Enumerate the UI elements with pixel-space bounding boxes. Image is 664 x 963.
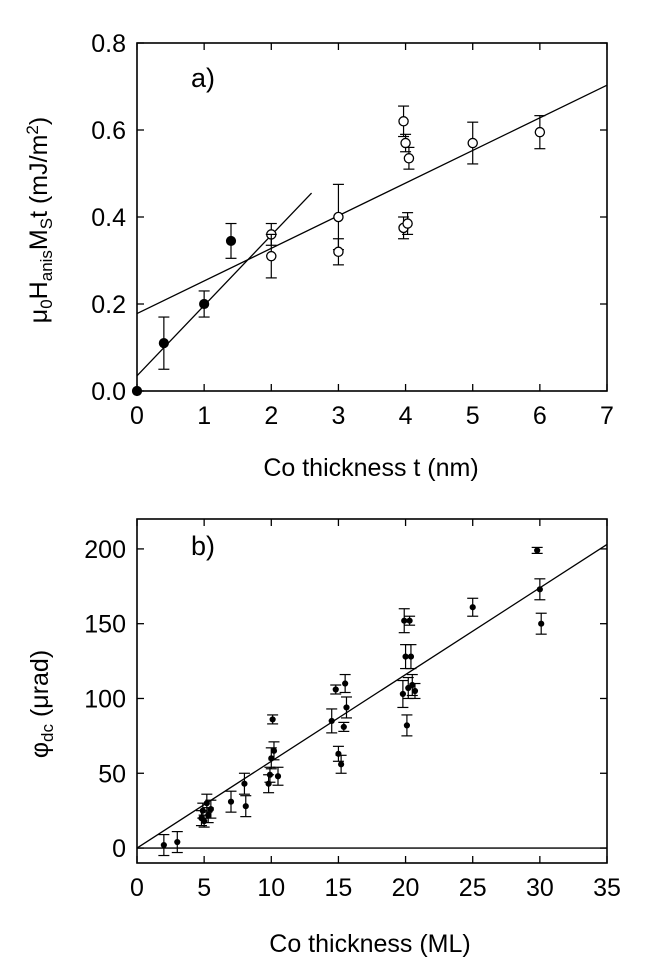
- y-axis-label-part: 0: [37, 299, 56, 308]
- linear-fit: [136, 543, 608, 849]
- data-point-open: [534, 126, 546, 138]
- data-point-open: [467, 137, 478, 149]
- x-tick-label: 20: [392, 874, 420, 902]
- x-tick-label: 5: [197, 874, 211, 902]
- x-tick-label: 30: [526, 874, 554, 902]
- panel-label-b: b): [191, 531, 215, 561]
- x-tick-label: 4: [399, 402, 413, 430]
- y-tick-label: 0.6: [91, 117, 126, 145]
- data-point-data: [205, 812, 212, 819]
- data-point-data: [274, 773, 282, 780]
- y-axis-label-part: μ: [25, 309, 53, 323]
- x-tick-label: 10: [257, 874, 285, 902]
- data-point-data: [338, 761, 345, 768]
- y-tick-label: 0.8: [91, 30, 126, 58]
- data-point-data: [402, 653, 409, 660]
- y-tick-label: 0: [112, 835, 126, 863]
- x-tick-label: 25: [459, 874, 487, 902]
- x-axis-label-b: Co thickness (ML): [269, 930, 470, 958]
- y-tick-label: 150: [84, 611, 126, 639]
- y-axis-label-b: φdc (μrad): [26, 650, 57, 758]
- data-point-data: [269, 716, 276, 723]
- panel-a: a) Co thickness t (nm) μ0HanisMSt (mJ/m2…: [23, 30, 614, 482]
- y-axis-label-part: 2: [23, 125, 42, 134]
- x-tick-label: 6: [533, 402, 547, 430]
- shallow-fit: [136, 84, 608, 315]
- plot-frame: [136, 42, 608, 392]
- x-tick-label: 0: [130, 402, 144, 430]
- y-axis-label-part: t (mJ/m: [25, 135, 53, 218]
- data-point-open: [403, 153, 415, 164]
- data-point-data: [266, 771, 274, 778]
- data-point-data: [405, 684, 412, 692]
- data-point-data: [536, 586, 543, 593]
- data-point-open: [400, 137, 411, 149]
- data-point-data: [342, 680, 349, 687]
- x-tick-label: 0: [130, 874, 144, 902]
- data-point-data: [174, 838, 181, 846]
- y-axis-label-part: ): [25, 117, 53, 125]
- y-axis-label-a: μ0HanisMSt (mJ/m2): [23, 117, 56, 323]
- y-axis-label-part: S: [37, 218, 56, 229]
- x-tick-label: 2: [264, 402, 278, 430]
- data-point-data: [203, 800, 210, 807]
- y-tick-label: 0.0: [91, 378, 126, 406]
- data-point-data: [242, 803, 249, 810]
- panel-label-a: a): [191, 63, 215, 93]
- y-axis-label-part: (μrad): [26, 650, 54, 724]
- y-axis-label-part: H: [25, 281, 53, 299]
- panel-b: b) Co thickness (ML) φdc (μrad) 0 5 10 15 20…: [26, 518, 621, 958]
- x-tick-label: 1: [197, 402, 211, 430]
- x-tick-label: 15: [325, 874, 353, 902]
- data-point-data: [332, 686, 339, 693]
- data-point-data: [469, 604, 476, 611]
- data-point-open: [333, 246, 344, 258]
- data-point-data: [343, 704, 350, 711]
- data-point-filled: [225, 235, 237, 247]
- data-point-data: [227, 798, 235, 805]
- y-axis-label-part: anis: [37, 250, 56, 281]
- data-point-open: [333, 211, 344, 223]
- x-tick-label: 7: [600, 402, 614, 430]
- data-point-open: [266, 250, 277, 262]
- y-tick-label: 200: [84, 536, 126, 564]
- data-point-data: [407, 653, 415, 660]
- data-point-filled: [158, 338, 169, 349]
- data-point-data: [160, 841, 167, 849]
- x-tick-label: 35: [593, 874, 621, 902]
- y-axis-label-part: dc: [38, 723, 57, 741]
- data-point-filled: [131, 385, 143, 397]
- y-axis-label-part: φ: [26, 742, 54, 758]
- data-point-data: [328, 717, 335, 725]
- data-point-data: [241, 780, 248, 787]
- data-point-data: [411, 687, 419, 695]
- x-axis-label-a: Co thickness t (nm): [263, 454, 478, 482]
- plot-frame: [136, 518, 608, 864]
- data-point-data: [534, 547, 541, 554]
- y-tick-label: 0.2: [91, 291, 126, 319]
- y-tick-label: 50: [98, 760, 126, 788]
- data-point-open: [402, 218, 413, 229]
- data-point-data: [340, 723, 347, 730]
- data-point-data: [270, 747, 278, 754]
- x-tick-label: 3: [331, 402, 345, 430]
- data-point-data: [401, 617, 408, 624]
- data-point-data: [538, 620, 545, 627]
- data-point-open: [398, 116, 409, 127]
- x-tick-label: 5: [466, 402, 480, 430]
- data-point-data: [403, 722, 411, 729]
- steep-fit: [136, 192, 313, 377]
- y-tick-label: 100: [84, 685, 126, 713]
- data-point-data: [207, 806, 214, 813]
- data-point-filled: [199, 298, 210, 310]
- y-axis-label-part: M: [25, 229, 53, 250]
- data-point-data: [406, 617, 413, 624]
- data-point-data: [399, 690, 406, 698]
- y-tick-label: 0.4: [91, 204, 126, 232]
